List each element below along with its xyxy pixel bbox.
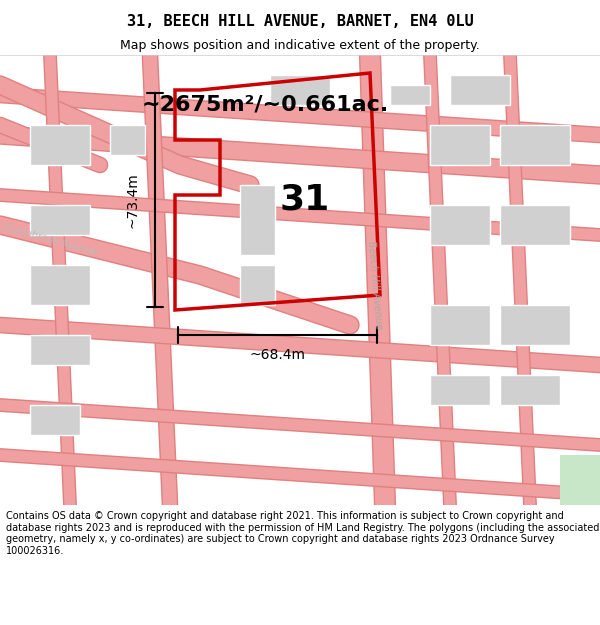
Text: Map shows position and indicative extent of the property.: Map shows position and indicative extent…: [120, 39, 480, 51]
Polygon shape: [500, 375, 560, 405]
Text: Beech Hill Avenue: Beech Hill Avenue: [366, 241, 384, 329]
FancyBboxPatch shape: [0, 55, 600, 505]
Polygon shape: [30, 405, 80, 435]
Polygon shape: [450, 75, 510, 105]
Text: Contains OS data © Crown copyright and database right 2021. This information is : Contains OS data © Crown copyright and d…: [6, 511, 599, 556]
Polygon shape: [500, 205, 570, 245]
Polygon shape: [240, 265, 275, 305]
Text: ~68.4m: ~68.4m: [250, 348, 305, 362]
Text: 31, BEECH HILL AVENUE, BARNET, EN4 0LU: 31, BEECH HILL AVENUE, BARNET, EN4 0LU: [127, 14, 473, 29]
Polygon shape: [500, 305, 570, 345]
Text: Greenbrook Avenue: Greenbrook Avenue: [2, 222, 98, 258]
Text: ~2675m²/~0.661ac.: ~2675m²/~0.661ac.: [142, 95, 389, 115]
Polygon shape: [270, 75, 330, 105]
Polygon shape: [430, 305, 490, 345]
Polygon shape: [30, 205, 90, 235]
Text: 31: 31: [280, 183, 330, 217]
Text: ~73.4m: ~73.4m: [126, 172, 140, 228]
Polygon shape: [390, 85, 430, 105]
Polygon shape: [30, 265, 90, 305]
Polygon shape: [110, 125, 145, 155]
Polygon shape: [240, 185, 275, 255]
Polygon shape: [430, 125, 490, 165]
Polygon shape: [560, 455, 600, 505]
Polygon shape: [430, 205, 490, 245]
Polygon shape: [430, 375, 490, 405]
Polygon shape: [30, 125, 90, 165]
Polygon shape: [30, 335, 90, 365]
Polygon shape: [500, 125, 570, 165]
